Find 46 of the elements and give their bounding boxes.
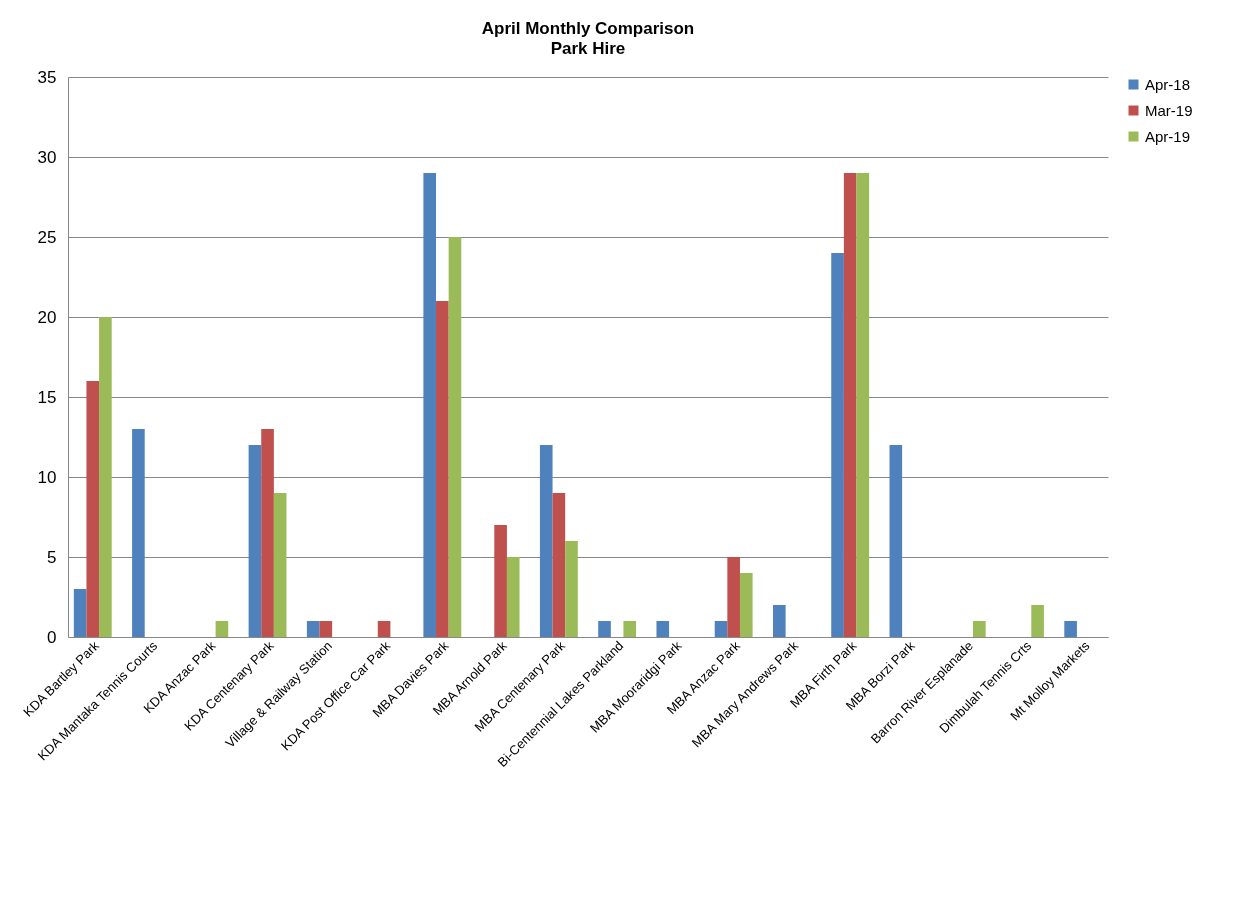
bar xyxy=(552,493,566,637)
bar xyxy=(772,605,786,637)
bar xyxy=(856,173,870,637)
bar xyxy=(261,429,274,637)
chart-subtitle: Park Hire xyxy=(550,39,626,58)
bar xyxy=(843,173,857,637)
bar xyxy=(215,621,229,637)
bar xyxy=(1064,621,1077,637)
bar xyxy=(623,621,637,637)
y-tick-label: 10 xyxy=(37,467,57,487)
bar xyxy=(248,445,262,637)
y-tick-label: 0 xyxy=(47,627,57,647)
y-tick-label: 35 xyxy=(37,67,57,87)
bar xyxy=(73,589,87,637)
bar xyxy=(448,237,462,637)
bar xyxy=(273,493,287,637)
bar xyxy=(494,525,507,637)
bar xyxy=(423,173,437,637)
bar xyxy=(739,573,753,637)
y-tick-label: 30 xyxy=(37,147,57,167)
bar xyxy=(539,445,553,637)
bar xyxy=(319,621,333,637)
bar xyxy=(86,381,100,637)
bar xyxy=(99,317,112,637)
bar xyxy=(714,621,728,637)
bar xyxy=(377,621,391,637)
bar xyxy=(436,301,449,637)
bar xyxy=(889,445,903,637)
bar xyxy=(306,621,320,637)
y-tick-label: 15 xyxy=(37,387,57,407)
bar xyxy=(656,621,670,637)
bar xyxy=(831,253,844,637)
y-tick-label: 25 xyxy=(37,227,57,247)
chart-title: April Monthly Comparison xyxy=(481,19,695,38)
bar xyxy=(506,557,520,637)
bar xyxy=(132,429,145,637)
legend-label: Apr-18 xyxy=(1145,75,1191,93)
bar xyxy=(598,621,611,637)
legend-label: Apr-19 xyxy=(1145,127,1191,145)
y-tick-label: 5 xyxy=(47,547,57,567)
bar xyxy=(727,557,740,637)
bar xyxy=(565,541,578,637)
bar xyxy=(973,621,986,637)
y-tick-label: 20 xyxy=(37,307,57,327)
bar xyxy=(1031,605,1044,637)
legend-label: Mar-19 xyxy=(1145,101,1193,119)
